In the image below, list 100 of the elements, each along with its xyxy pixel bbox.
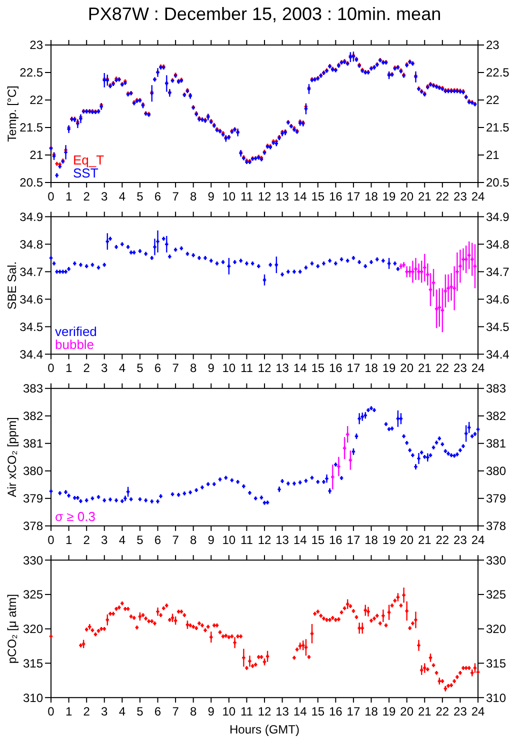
y-tick-label: 23 <box>30 38 44 52</box>
x-tick-label: 21 <box>418 361 432 376</box>
y-tick-label: 381 <box>22 436 44 451</box>
y2-tick-label: 34.9 <box>486 210 510 224</box>
y-tick-label: 378 <box>22 519 44 534</box>
x-tick-label: 6 <box>154 704 162 719</box>
x-tick-label: 8 <box>190 190 197 204</box>
x-tick-label: 0 <box>48 532 55 547</box>
x-tick-label: 17 <box>346 361 360 376</box>
x-tick-label: 12 <box>258 532 272 547</box>
x-tick-label: 1 <box>65 361 72 376</box>
y2-tick-label: 380 <box>486 464 506 478</box>
y-tick-label: 330 <box>22 553 44 568</box>
x-tick-label: 23 <box>454 532 468 547</box>
x-tick-label: 2 <box>83 704 90 719</box>
x-tick-label: 21 <box>418 190 432 204</box>
text: bubble <box>55 337 94 352</box>
y2-tick-label: 315 <box>486 656 506 670</box>
x-tick-label: 20 <box>400 532 414 547</box>
x-tick-label: 16 <box>328 361 343 376</box>
x-tick-label: 8 <box>190 532 197 547</box>
x-tick-label: 1 <box>65 704 72 719</box>
x-tick-label: 4 <box>118 532 126 547</box>
x-tick-label: 22 <box>436 361 450 376</box>
x-tick-label: 4 <box>118 361 126 376</box>
x-tick-label: 12 <box>258 361 272 376</box>
y-axis-title: Air xCO₂ [ppm] <box>5 417 19 498</box>
y-tick-label: 21.5 <box>20 120 44 135</box>
x-tick-label: 7 <box>172 190 180 204</box>
y2-tick-label: 20.5 <box>486 176 510 190</box>
x-tick-label: 19 <box>382 190 396 204</box>
x-tick-label: 21 <box>418 704 432 719</box>
x-tick-label: 24 <box>471 190 485 204</box>
x-tick-label: 24 <box>471 532 485 547</box>
y-axis-title: pCO₂ [μ atm] <box>5 594 19 664</box>
y2-tick-label: 320 <box>486 622 506 636</box>
x-tick-label: 19 <box>382 532 396 547</box>
y2-tick-label: 21.5 <box>486 120 510 135</box>
x-tick-label: 20 <box>400 361 414 376</box>
x-tick-label: 13 <box>276 532 290 547</box>
x-tick-label: 0 <box>48 361 55 376</box>
x-tick-label: 1 <box>65 190 72 204</box>
x-tick-label: 18 <box>364 361 378 376</box>
x-tick-label: 15 <box>311 361 325 376</box>
x-tick-label: 15 <box>311 704 325 719</box>
x-tick-label: 23 <box>454 704 468 719</box>
y2-tick-label: 330 <box>486 553 506 568</box>
y2-tick-label: 22 <box>486 93 500 108</box>
y-tick-label: 34.5 <box>20 320 44 334</box>
x-tick-label: 19 <box>382 361 396 376</box>
x-axis-title: Hours (GMT) <box>230 722 300 737</box>
x-tick-label: 16 <box>328 532 343 547</box>
x-tick-label: 5 <box>136 704 144 719</box>
x-tick-label: 10 <box>222 190 236 204</box>
x-tick-label: 11 <box>240 190 254 204</box>
x-tick-label: 11 <box>240 704 254 719</box>
x-tick-label: 17 <box>346 532 360 547</box>
x-tick-label: 18 <box>364 532 378 547</box>
y-tick-label: 34.4 <box>20 347 44 362</box>
y2-tick-label: 34.8 <box>486 237 510 252</box>
x-tick-label: 22 <box>436 532 450 547</box>
x-tick-label: 6 <box>154 361 162 376</box>
x-tick-label: 7 <box>172 704 180 719</box>
y2-tick-label: 34.4 <box>486 347 510 362</box>
x-tick-label: 10 <box>222 704 236 719</box>
x-tick-label: 24 <box>471 704 485 719</box>
x-tick-label: 0 <box>48 190 55 204</box>
y2-tick-label: 21 <box>486 148 500 162</box>
y2-tick-label: 383 <box>486 382 506 396</box>
x-tick-label: 9 <box>208 704 215 719</box>
x-tick-label: 16 <box>328 704 343 719</box>
x-tick-label: 23 <box>454 190 468 204</box>
x-tick-label: 13 <box>276 361 290 376</box>
x-tick-label: 22 <box>436 190 450 204</box>
y-tick-label: 21 <box>30 148 44 162</box>
y-tick-label: 34.9 <box>20 210 44 224</box>
x-tick-label: 5 <box>136 361 144 376</box>
x-tick-label: 15 <box>311 190 325 204</box>
series-label: Eq_T <box>73 152 104 168</box>
y-tick-label: 22 <box>30 93 44 108</box>
y-tick-label: 315 <box>22 656 44 670</box>
x-tick-label: 20 <box>400 190 414 204</box>
y2-tick-label: 34.7 <box>486 264 510 279</box>
y-tick-label: 34.6 <box>20 292 44 306</box>
x-tick-label: 7 <box>172 532 180 547</box>
x-tick-label: 24 <box>471 361 485 376</box>
x-tick-label: 22 <box>436 704 450 719</box>
x-tick-label: 3 <box>101 361 108 376</box>
x-tick-label: 20 <box>400 704 414 719</box>
y-tick-label: 34.7 <box>20 264 44 279</box>
x-tick-label: 12 <box>258 190 272 204</box>
x-tick-label: 14 <box>293 190 308 204</box>
x-tick-label: 9 <box>208 532 215 547</box>
x-tick-label: 3 <box>101 704 108 719</box>
y-tick-label: 379 <box>22 492 44 506</box>
y-tick-label: 383 <box>22 382 44 396</box>
x-tick-label: 14 <box>293 704 308 719</box>
x-tick-label: 19 <box>382 704 396 719</box>
x-tick-label: 11 <box>240 361 254 376</box>
x-tick-label: 6 <box>154 190 162 204</box>
